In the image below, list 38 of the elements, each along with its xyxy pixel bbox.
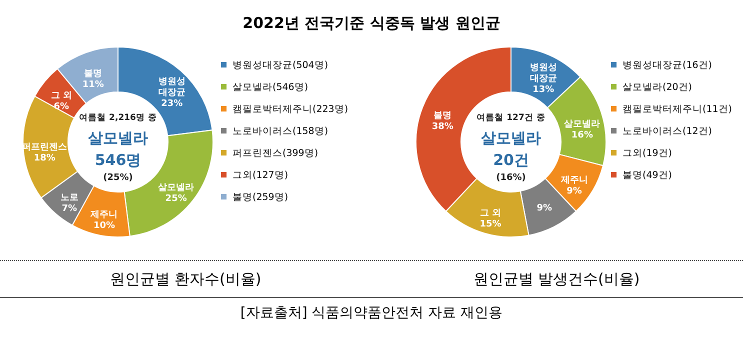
legend-label: 살모넬라(20건) xyxy=(622,82,692,93)
text: 원인균별 환자수(비율) xyxy=(108,269,262,290)
legend-label: 그외(127명) xyxy=(232,170,288,181)
data-label: 노로 7% xyxy=(60,193,78,214)
legend-label: 병원성대장균(16건) xyxy=(622,60,712,71)
text: 여름철 2,216명 중 xyxy=(79,113,157,123)
legend-label: 그외(19건) xyxy=(622,148,672,159)
legend-label: 퍼프린젠스(399명) xyxy=(232,148,318,159)
data-label: 그 외 6% xyxy=(50,91,72,112)
data-label: 살모넬라 16% xyxy=(564,120,600,141)
data-label: 살모넬라 25% xyxy=(158,183,194,204)
text: 20건 xyxy=(493,151,529,169)
text: 살모넬라 xyxy=(88,129,148,147)
data-label: 9% xyxy=(536,203,552,214)
legend-label: 노로바이러스(158명) xyxy=(232,126,328,137)
data-label: 불명 38% xyxy=(432,110,454,132)
text: 원인균별 발생건수(비율) xyxy=(472,269,641,290)
legend-label: 불명(259명) xyxy=(232,192,288,203)
text: 여름철 127건 중 xyxy=(476,113,546,123)
data-label: 병원성 대장균 13% xyxy=(530,63,557,96)
text: (16%) xyxy=(496,173,526,183)
legend-label: 캠필로박터제주니(223명) xyxy=(232,104,348,115)
legend-label: 병원성대장균(504명) xyxy=(232,60,328,71)
legend-label: 살모넬라(546명) xyxy=(232,82,308,93)
legend-label: 캠필로박터제주니(11건) xyxy=(622,104,732,115)
legend-label: 노로바이러스(12건) xyxy=(622,126,712,137)
text: [자료출처] 식품의약품안전처 자료 재인용 xyxy=(239,304,504,323)
data-label: 그 외 15% xyxy=(480,208,502,230)
data-label: 불명 11% xyxy=(82,68,104,90)
legend-label: 불명(49건) xyxy=(622,170,672,181)
data-label: 제주니 9% xyxy=(560,175,588,196)
data-label: 퍼프린젠스 18% xyxy=(22,142,68,164)
chart-title: 2022년 전국기준 식중독 발생 원인균 xyxy=(242,13,502,34)
text: (25%) xyxy=(103,173,133,183)
text: 살모넬라 xyxy=(481,129,541,147)
text: 546명 xyxy=(94,151,142,169)
data-label: 병원성 대장균 23% xyxy=(158,76,186,109)
data-label: 제주니 10% xyxy=(90,210,118,232)
